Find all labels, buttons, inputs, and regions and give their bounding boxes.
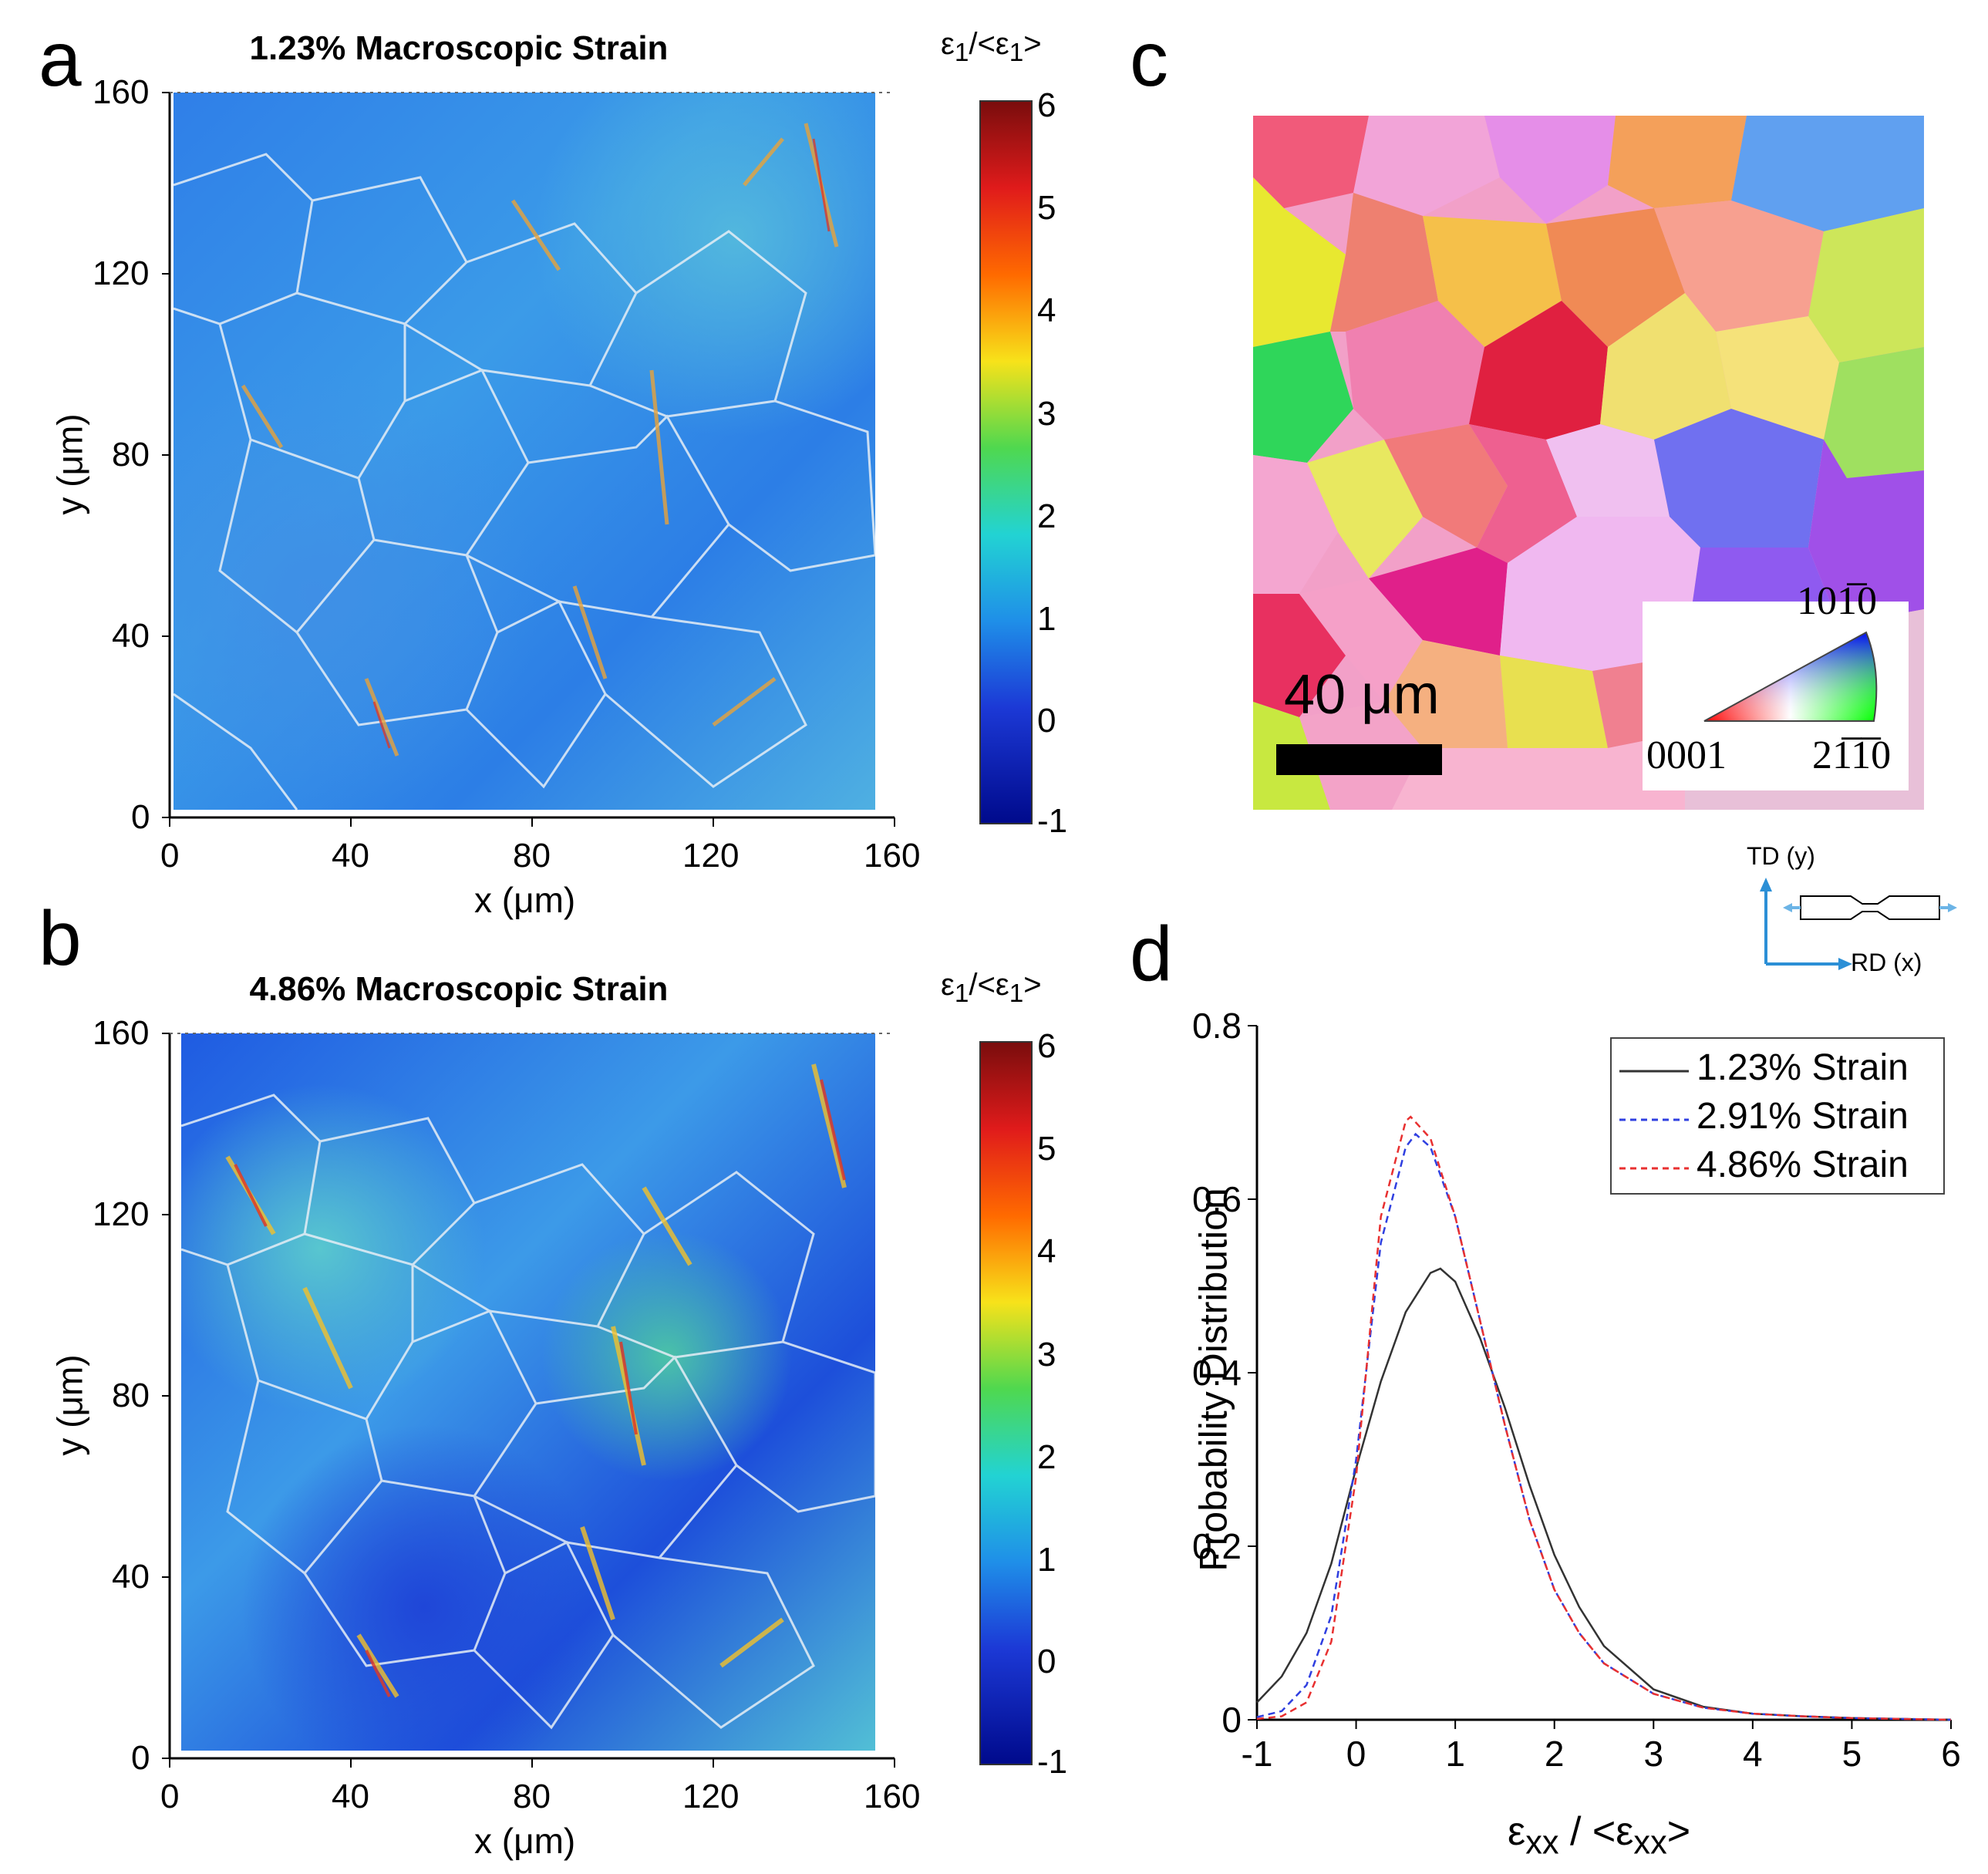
a-ytick-40: 40 bbox=[112, 617, 150, 655]
legend-label-3: 4.86% Strain bbox=[1697, 1144, 1909, 1185]
axes-frame-a bbox=[162, 92, 895, 827]
a-ytick-160: 160 bbox=[93, 73, 150, 111]
chart-legend: 1.23% Strain 2.91% Strain 4.86% Strain bbox=[1610, 1037, 1945, 1195]
d-ylabel: Probability Distribution bbox=[1191, 1188, 1235, 1572]
colorbar-b bbox=[979, 1041, 1033, 1765]
strain-map-b bbox=[181, 1033, 875, 1751]
x-tick-label: -1 bbox=[1242, 1734, 1273, 1774]
a-cbar-tick-6: 6 bbox=[1037, 86, 1056, 124]
a-xtick-120: 120 bbox=[682, 837, 740, 875]
series-line-1 bbox=[1256, 1267, 1952, 1721]
ipf-triangle bbox=[1703, 631, 1878, 722]
panel-letter-b: b bbox=[39, 895, 82, 982]
a-ytick-80: 80 bbox=[112, 436, 150, 474]
ipf-legend-box: 101̅0 0001 21̅1̅0 bbox=[1643, 579, 1909, 790]
b-xtick-120: 120 bbox=[682, 1778, 740, 1815]
ipf-label-top: 101̅0 bbox=[1797, 579, 1877, 623]
colorbar-a bbox=[979, 100, 1033, 824]
legend-label-1: 1.23% Strain bbox=[1697, 1047, 1909, 1088]
series-line-3 bbox=[1256, 1115, 1952, 1721]
a-cbar-tick-5: 5 bbox=[1037, 189, 1056, 227]
coord-rd-label: RD (x) bbox=[1851, 949, 1922, 976]
d-xlabel: εxx / <εxx> bbox=[1508, 1809, 1691, 1862]
ebsd-ipf-map: 40 μm 101̅0 0001 21̅1̅0 bbox=[1253, 116, 1924, 810]
y-tick-label: 0.4 bbox=[1192, 1353, 1242, 1393]
strain-map-a bbox=[174, 93, 875, 810]
y-tick-label: 0.8 bbox=[1192, 1006, 1242, 1046]
b-cbar-tick-6: 6 bbox=[1037, 1027, 1056, 1065]
ipf-label-left: 0001 bbox=[1646, 733, 1727, 777]
x-tick-label: 5 bbox=[1842, 1734, 1862, 1774]
b-cbar-tick-minus1: -1 bbox=[1037, 1743, 1068, 1781]
a-cbar-tick-1: 1 bbox=[1037, 600, 1056, 638]
x-tick-label: 0 bbox=[1346, 1734, 1366, 1774]
x-tick-label: 4 bbox=[1743, 1734, 1763, 1774]
colorbar-b-label: ε1/<ε1> bbox=[941, 968, 1042, 1008]
scale-bar bbox=[1276, 744, 1442, 775]
legend-swatch-1 bbox=[1619, 1070, 1689, 1073]
b-cbar-tick-4: 4 bbox=[1037, 1232, 1056, 1270]
a-xlabel: x (μm) bbox=[474, 880, 576, 920]
b-ytick-40: 40 bbox=[112, 1558, 150, 1596]
legend-swatch-3 bbox=[1619, 1167, 1689, 1170]
b-xtick-80: 80 bbox=[513, 1778, 551, 1815]
panel-letter-c: c bbox=[1130, 16, 1168, 103]
b-xtick-160: 160 bbox=[864, 1778, 921, 1815]
a-xtick-40: 40 bbox=[332, 837, 369, 875]
a-xtick-160: 160 bbox=[864, 837, 921, 875]
axes-frame-b bbox=[162, 1033, 895, 1768]
panel-b-title: 4.86% Macroscopic Strain bbox=[249, 970, 669, 1008]
colorbar-a-label: ε1/<ε1> bbox=[941, 27, 1042, 67]
panel-a-title: 1.23% Macroscopic Strain bbox=[249, 29, 669, 67]
panel-letter-d: d bbox=[1130, 911, 1173, 997]
ipf-label-right: 21̅1̅0 bbox=[1812, 733, 1892, 777]
b-cbar-tick-3: 3 bbox=[1037, 1336, 1056, 1373]
a-cbar-tick-2: 2 bbox=[1037, 497, 1056, 535]
y-tick-label: 0 bbox=[1221, 1700, 1242, 1740]
b-ytick-0: 0 bbox=[131, 1739, 150, 1777]
legend-swatch-2 bbox=[1619, 1118, 1689, 1121]
a-ylabel: y (μm) bbox=[49, 413, 90, 515]
probability-distribution-chart: 00.20.40.60.8-1 0 1 2 3 4 5 6 bbox=[1192, 1006, 1961, 1774]
panel-letter-a: a bbox=[39, 16, 82, 103]
b-ytick-160: 160 bbox=[93, 1014, 150, 1052]
y-tick-label: 0.2 bbox=[1192, 1526, 1242, 1566]
specimen-coordinate-sketch bbox=[1760, 878, 1957, 970]
b-cbar-tick-1: 1 bbox=[1037, 1541, 1056, 1579]
a-cbar-tick-0: 0 bbox=[1037, 702, 1056, 740]
b-xtick-0: 0 bbox=[160, 1778, 180, 1815]
grain-boundaries-b bbox=[181, 1063, 875, 1730]
a-cbar-tick-minus1: -1 bbox=[1037, 802, 1068, 840]
b-ytick-120: 120 bbox=[93, 1195, 150, 1233]
x-tick-label: 3 bbox=[1643, 1734, 1663, 1774]
a-cbar-tick-3: 3 bbox=[1037, 395, 1056, 433]
grain-boundaries-a bbox=[174, 123, 875, 810]
y-tick-label: 0.6 bbox=[1192, 1179, 1242, 1219]
x-tick-label: 2 bbox=[1545, 1734, 1565, 1774]
series-line-2 bbox=[1256, 1132, 1952, 1721]
a-xtick-0: 0 bbox=[160, 837, 180, 875]
b-xlabel: x (μm) bbox=[474, 1821, 576, 1861]
a-xtick-80: 80 bbox=[513, 837, 551, 875]
b-ytick-80: 80 bbox=[112, 1377, 150, 1414]
coord-td-label: TD (y) bbox=[1747, 842, 1815, 870]
b-ylabel: y (μm) bbox=[49, 1354, 90, 1456]
b-cbar-tick-0: 0 bbox=[1037, 1643, 1056, 1680]
x-tick-label: 1 bbox=[1445, 1734, 1465, 1774]
b-xtick-40: 40 bbox=[332, 1778, 369, 1815]
b-cbar-tick-2: 2 bbox=[1037, 1438, 1056, 1476]
legend-label-2: 2.91% Strain bbox=[1697, 1096, 1909, 1137]
a-ytick-0: 0 bbox=[131, 798, 150, 836]
x-tick-label: 6 bbox=[1941, 1734, 1961, 1774]
scale-bar-label: 40 μm bbox=[1284, 664, 1440, 726]
a-cbar-tick-4: 4 bbox=[1037, 292, 1056, 329]
b-cbar-tick-5: 5 bbox=[1037, 1130, 1056, 1168]
a-ytick-120: 120 bbox=[93, 254, 150, 292]
